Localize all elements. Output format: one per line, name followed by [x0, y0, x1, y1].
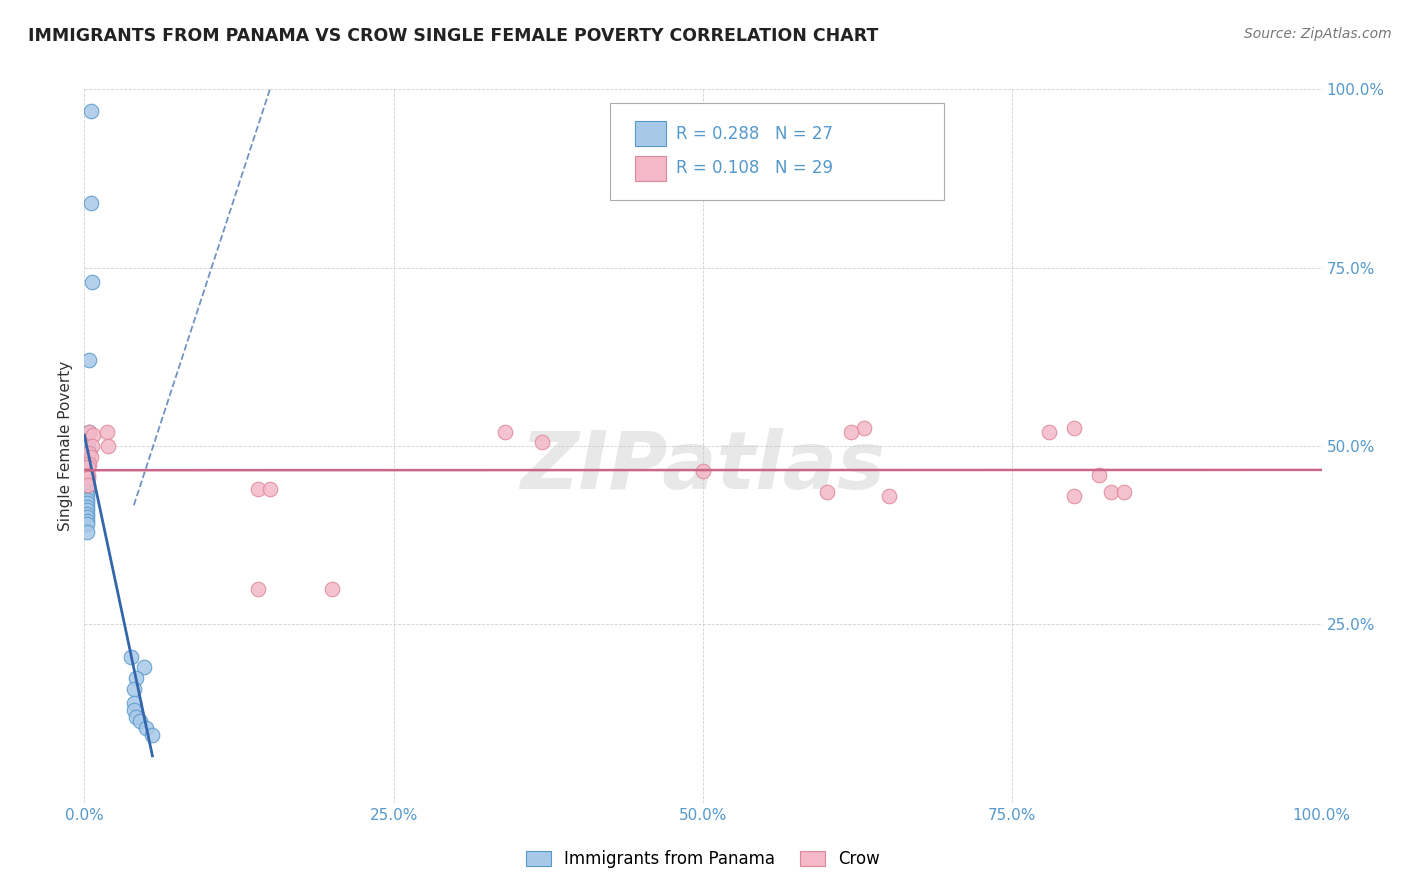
Point: [80, 275, 103, 289]
Point: [76, 517, 98, 532]
Point: [79, 196, 101, 211]
Point: [76, 478, 98, 492]
Point: [246, 582, 269, 596]
Point: [841, 425, 863, 439]
Point: [1063, 489, 1085, 503]
Text: Source: ZipAtlas.com: Source: ZipAtlas.com: [1244, 27, 1392, 41]
Point: [76, 471, 98, 485]
Point: [79, 457, 101, 471]
Point: [1063, 421, 1085, 435]
Point: [125, 671, 148, 685]
FancyBboxPatch shape: [636, 155, 666, 180]
Point: [122, 681, 145, 696]
Point: [135, 721, 157, 735]
Point: [77, 460, 100, 475]
Point: [76, 485, 98, 500]
Point: [122, 703, 145, 717]
Point: [77, 460, 100, 475]
Point: [79, 103, 101, 118]
Point: [122, 696, 145, 710]
Point: [76, 514, 98, 528]
Point: [76, 507, 98, 521]
Point: [76, 524, 98, 539]
Point: [77, 457, 100, 471]
Point: [852, 421, 875, 435]
Point: [141, 728, 163, 742]
Point: [76, 510, 98, 524]
Point: [77, 446, 100, 460]
Point: [77, 478, 100, 492]
Text: ZIPatlas: ZIPatlas: [520, 428, 886, 507]
Point: [1038, 425, 1060, 439]
Point: [80, 439, 103, 453]
Y-axis label: Single Female Poverty: Single Female Poverty: [58, 361, 73, 531]
Legend: Immigrants from Panama, Crow: Immigrants from Panama, Crow: [519, 844, 887, 875]
Point: [321, 582, 343, 596]
Point: [97, 439, 120, 453]
FancyBboxPatch shape: [610, 103, 945, 200]
Point: [77, 450, 100, 464]
Point: [96, 425, 118, 439]
Point: [125, 710, 148, 724]
Text: R = 0.108: R = 0.108: [676, 160, 759, 178]
Point: [1088, 467, 1111, 482]
Point: [246, 482, 269, 496]
Point: [79, 446, 101, 460]
Point: [79, 450, 101, 464]
Point: [120, 649, 142, 664]
Point: [76, 500, 98, 514]
Point: [79, 353, 101, 368]
Point: [82, 428, 104, 442]
Point: [531, 435, 554, 450]
Point: [815, 485, 838, 500]
Text: IMMIGRANTS FROM PANAMA VS CROW SINGLE FEMALE POVERTY CORRELATION CHART: IMMIGRANTS FROM PANAMA VS CROW SINGLE FE…: [28, 27, 879, 45]
Point: [129, 714, 152, 728]
Point: [77, 467, 100, 482]
Point: [77, 439, 100, 453]
FancyBboxPatch shape: [636, 121, 666, 146]
Point: [76, 489, 98, 503]
Point: [76, 482, 98, 496]
Point: [79, 425, 101, 439]
Text: N = 29: N = 29: [775, 160, 832, 178]
Text: R = 0.288: R = 0.288: [676, 125, 759, 143]
Point: [77, 471, 100, 485]
Point: [76, 496, 98, 510]
Point: [259, 482, 281, 496]
Point: [494, 425, 516, 439]
Point: [692, 464, 714, 478]
Point: [76, 492, 98, 507]
Point: [132, 660, 155, 674]
Text: N = 27: N = 27: [775, 125, 832, 143]
Point: [877, 489, 900, 503]
Point: [1112, 485, 1135, 500]
Point: [79, 425, 101, 439]
Point: [76, 503, 98, 517]
Point: [1099, 485, 1122, 500]
